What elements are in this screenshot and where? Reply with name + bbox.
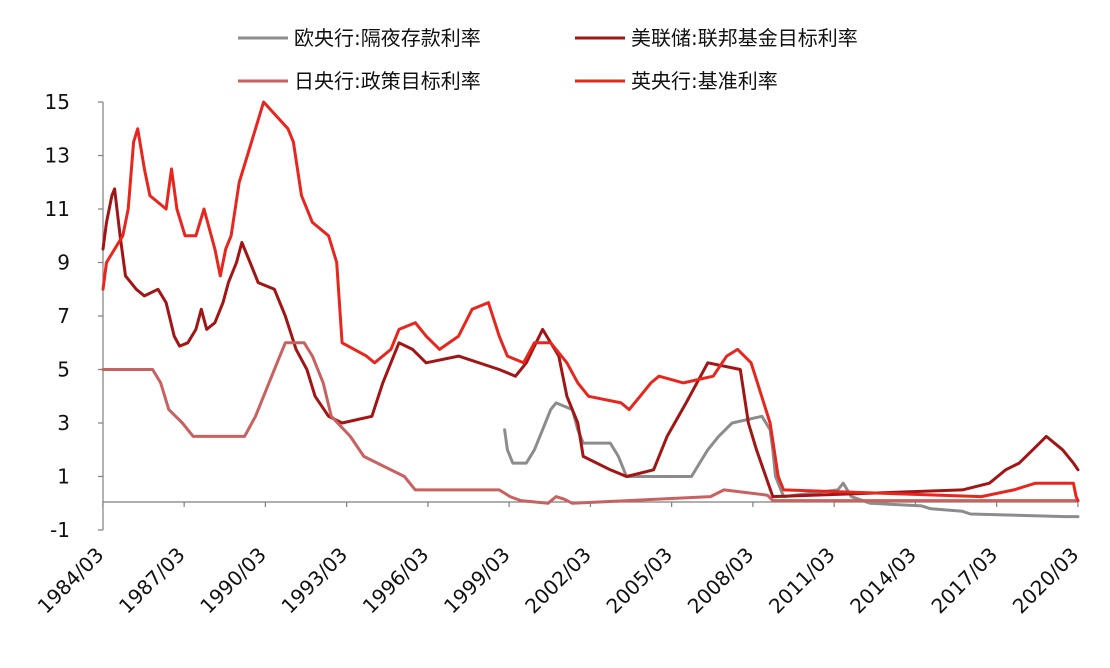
- y-tick-label: -1: [50, 518, 70, 542]
- series-line-2: [101, 341, 1080, 505]
- series-line-3: [101, 100, 1080, 503]
- y-tick-label: 11: [45, 197, 70, 221]
- series-line-0: [503, 401, 1080, 519]
- series-line-1: [101, 187, 1080, 499]
- x-tick-label: 2017/03: [926, 543, 1002, 619]
- y-tick-label: 15: [45, 90, 70, 114]
- x-tick-label: 1999/03: [439, 543, 515, 619]
- x-tick-label: 1993/03: [276, 543, 352, 619]
- y-tick-label: 9: [57, 251, 70, 275]
- y-tick-label: 1: [57, 465, 70, 489]
- y-tick-label: 5: [57, 358, 70, 382]
- x-tick-label: 1990/03: [195, 543, 271, 619]
- x-tick-label: 2011/03: [764, 543, 840, 619]
- x-tick-label: 2008/03: [683, 543, 759, 619]
- x-tick-label: 2014/03: [845, 543, 921, 619]
- x-tick-label: 1984/03: [33, 543, 109, 619]
- y-tick-label: 13: [45, 144, 70, 168]
- y-tick-label: 3: [57, 411, 70, 435]
- x-tick-label: 2002/03: [520, 543, 596, 619]
- legend-label: 美联储:联邦基金目标利率: [631, 26, 858, 50]
- legend-label: 欧央行:隔夜存款利率: [294, 26, 481, 50]
- legend-label: 英央行:基准利率: [631, 69, 778, 93]
- x-tick-label: 1996/03: [358, 543, 434, 619]
- x-tick-label: 2005/03: [601, 543, 677, 619]
- x-tick-label: 2020/03: [1008, 543, 1084, 619]
- series-layer: [101, 100, 1080, 519]
- x-tick-label: 1987/03: [114, 543, 190, 619]
- y-tick-label: 7: [57, 304, 70, 328]
- legend-label: 日央行:政策目标利率: [294, 69, 481, 93]
